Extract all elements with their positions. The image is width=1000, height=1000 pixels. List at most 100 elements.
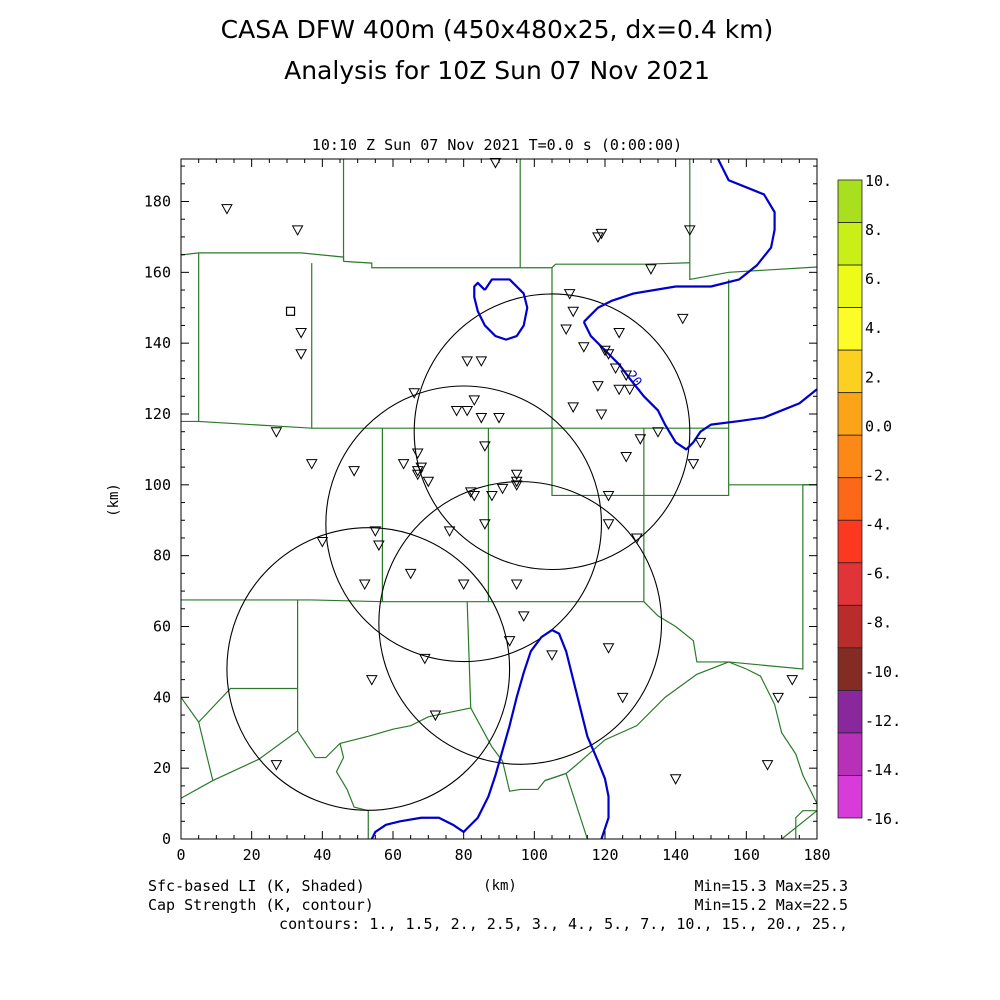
radar-range-ring — [378, 481, 663, 765]
station-marker — [592, 381, 604, 392]
station-marker — [461, 356, 474, 367]
station-marker — [365, 675, 378, 686]
county-boundary — [180, 599, 299, 799]
x-tick-label: 100 — [521, 846, 548, 864]
y-axis-label: (km) — [106, 483, 122, 517]
x-tick-label: 120 — [591, 846, 618, 864]
x-tick-label: 20 — [243, 846, 261, 864]
station-marker — [577, 342, 590, 353]
station-square-marker — [285, 306, 296, 316]
colorbar-label: -16. — [865, 810, 901, 828]
county-boundary — [198, 252, 313, 429]
station-marker — [683, 225, 696, 236]
y-tick-label: 140 — [144, 334, 171, 352]
county-boundary — [544, 772, 567, 782]
station-marker — [595, 409, 608, 421]
x-axis-label: (km) — [483, 878, 517, 894]
figure-title-line2: Analysis for 10Z Sun 07 Nov 2021 — [284, 56, 710, 85]
county-boundary — [643, 484, 817, 670]
county-boundary — [311, 427, 730, 485]
station-marker — [415, 462, 428, 474]
y-tick-label: 60 — [153, 618, 171, 636]
map-area: 20. 0 20 40 60 80 100 120 140 160 180 0 20 40 60 80 100 1… — [144, 158, 831, 864]
colorbar-swatch — [837, 775, 863, 819]
county-boundary — [689, 159, 818, 281]
station-marker — [613, 384, 625, 396]
station-marker — [560, 324, 572, 336]
station-marker — [496, 483, 509, 495]
colorbar-label: -4. — [865, 516, 892, 534]
station-marker — [450, 405, 463, 417]
station-marker — [602, 349, 615, 360]
station-marker — [567, 402, 580, 413]
x-tick-label: 0 — [176, 846, 185, 864]
county-boundary — [551, 428, 644, 497]
station-marker — [418, 653, 431, 665]
colorbar-label: 6. — [865, 270, 883, 288]
station-marker — [761, 760, 774, 771]
station-marker — [493, 413, 505, 424]
station-marker — [510, 476, 523, 488]
station-marker — [369, 526, 382, 537]
y-tick-label: 180 — [144, 193, 171, 211]
station-marker — [468, 395, 481, 406]
cap-strength-contour — [583, 158, 776, 323]
colorbar-label: -2. — [865, 466, 892, 484]
station-marker — [486, 490, 498, 502]
x-tick-label: 180 — [803, 846, 830, 864]
station-marker — [479, 441, 491, 452]
station-marker — [630, 533, 643, 544]
station-marker — [295, 328, 307, 339]
station-marker — [270, 760, 283, 771]
county-boundary — [565, 773, 588, 840]
station-marker — [479, 519, 491, 530]
station-marker — [567, 306, 580, 318]
county-boundary — [198, 687, 298, 723]
colorbar-swatch — [837, 690, 863, 734]
station-marker — [464, 487, 477, 498]
colorbar-swatch — [837, 392, 863, 436]
x-tick-label: 60 — [384, 846, 402, 864]
county-boundary — [180, 252, 345, 262]
station-marker — [676, 313, 689, 325]
station-marker — [634, 434, 647, 445]
station-marker — [510, 469, 523, 481]
county-boundary — [343, 260, 690, 269]
station-marker — [270, 427, 283, 438]
station-marker — [503, 636, 516, 647]
contour-value-label: 20. — [623, 368, 649, 396]
county-boundary — [728, 661, 747, 670]
radar-range-ring — [226, 527, 511, 811]
colorbar-label: -12. — [865, 712, 901, 730]
station-marker — [404, 568, 417, 580]
station-marker — [358, 579, 371, 591]
footer-cap-label: Cap Strength (K, contour) — [148, 896, 374, 914]
colorbar-label: 2. — [865, 368, 883, 386]
station-marker — [510, 480, 523, 491]
station-marker — [411, 448, 424, 459]
station-marker — [373, 540, 385, 552]
station-marker — [408, 388, 421, 399]
station-marker — [221, 204, 233, 215]
colorbar-swatch — [837, 562, 863, 606]
x-tick-label: 80 — [455, 846, 473, 864]
colorbar-swatch — [837, 434, 863, 479]
colorbar-label: -10. — [865, 663, 901, 681]
colorbar-swatch — [837, 477, 863, 521]
station-marker — [786, 675, 799, 686]
cap-strength-contour — [370, 628, 610, 840]
station-marker — [461, 405, 474, 417]
footer-contour-list: contours: 1., 1.5, 2., 2.5, 3., 4., 5., … — [279, 915, 848, 933]
station-marker — [348, 466, 360, 477]
station-marker — [609, 363, 622, 374]
footer-li-label: Sfc-based LI (K, Shaded) — [148, 877, 365, 895]
station-marker — [602, 490, 615, 502]
station-marker — [669, 774, 682, 785]
y-tick-label: 120 — [144, 405, 171, 423]
station-marker — [457, 579, 470, 591]
colorbar-label: 10. — [865, 172, 892, 190]
x-tick-label: 140 — [662, 846, 689, 864]
county-boundary — [466, 601, 472, 708]
station-marker — [475, 413, 488, 424]
